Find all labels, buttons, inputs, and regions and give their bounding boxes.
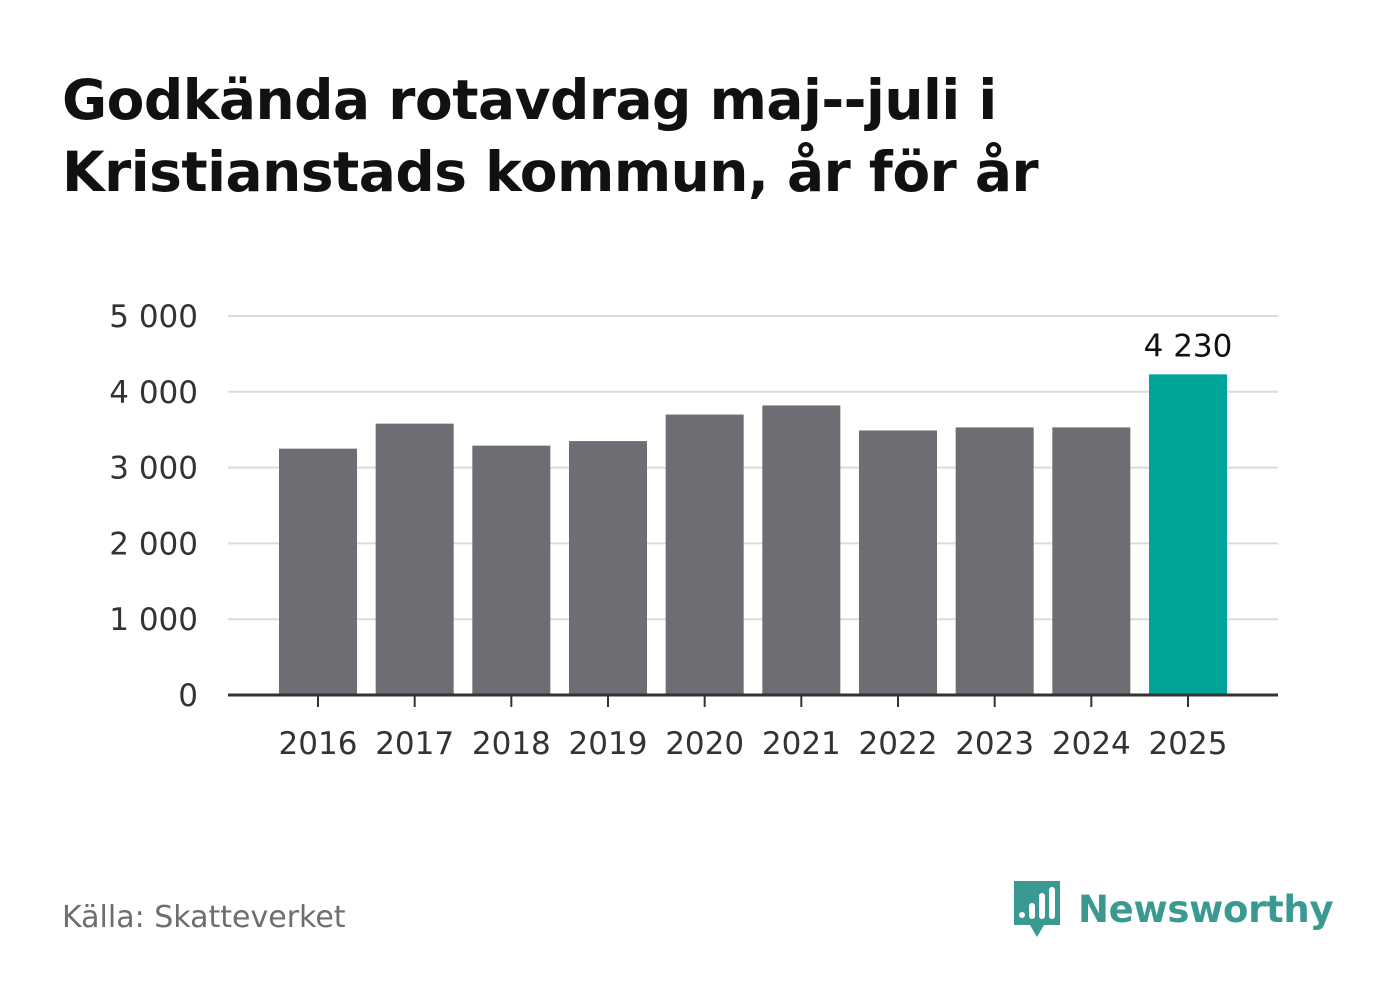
bar <box>762 405 841 695</box>
x-tick-label: 2023 <box>955 726 1034 762</box>
bar <box>1052 427 1131 695</box>
x-tick-label: 2018 <box>472 726 551 762</box>
bar <box>859 430 937 695</box>
x-tick-label: 2024 <box>1052 726 1131 762</box>
x-tick-label: 2022 <box>859 726 938 762</box>
y-tick-label: 0 <box>178 678 198 714</box>
bar <box>955 427 1034 695</box>
newsworthy-logo-icon <box>1014 881 1060 937</box>
bar <box>569 441 647 695</box>
source-note: Källa: Skatteverket <box>62 900 346 935</box>
x-tick-label: 2021 <box>762 726 841 762</box>
bar <box>472 445 551 695</box>
x-tick-label: 2020 <box>665 726 744 762</box>
bar <box>375 423 454 695</box>
chart-title-line-1: Godkända rotavdrag maj--juli i <box>62 68 997 132</box>
y-tick-label: 4 000 <box>109 375 198 411</box>
x-tick-label: 2019 <box>569 726 648 762</box>
y-tick-label: 2 000 <box>109 526 198 562</box>
x-tick-label: 2025 <box>1149 726 1228 762</box>
chart-title: Godkända rotavdrag maj--juli i Kristians… <box>62 64 1262 208</box>
brand-logo: Newsworthy <box>1010 878 1334 940</box>
data-label: 4 230 <box>1144 328 1233 364</box>
y-tick-label: 1 000 <box>109 602 198 638</box>
bar <box>279 448 357 695</box>
y-tick-label: 3 000 <box>109 451 198 487</box>
bar <box>1149 374 1227 695</box>
y-tick-label: 5 000 <box>109 299 198 335</box>
x-tick-label: 2016 <box>279 726 358 762</box>
brand-name: Newsworthy <box>1078 887 1334 931</box>
x-tick-label: 2017 <box>375 726 454 762</box>
chart-title-line-2: Kristianstads kommun, år för år <box>62 140 1039 204</box>
bar <box>665 414 744 695</box>
